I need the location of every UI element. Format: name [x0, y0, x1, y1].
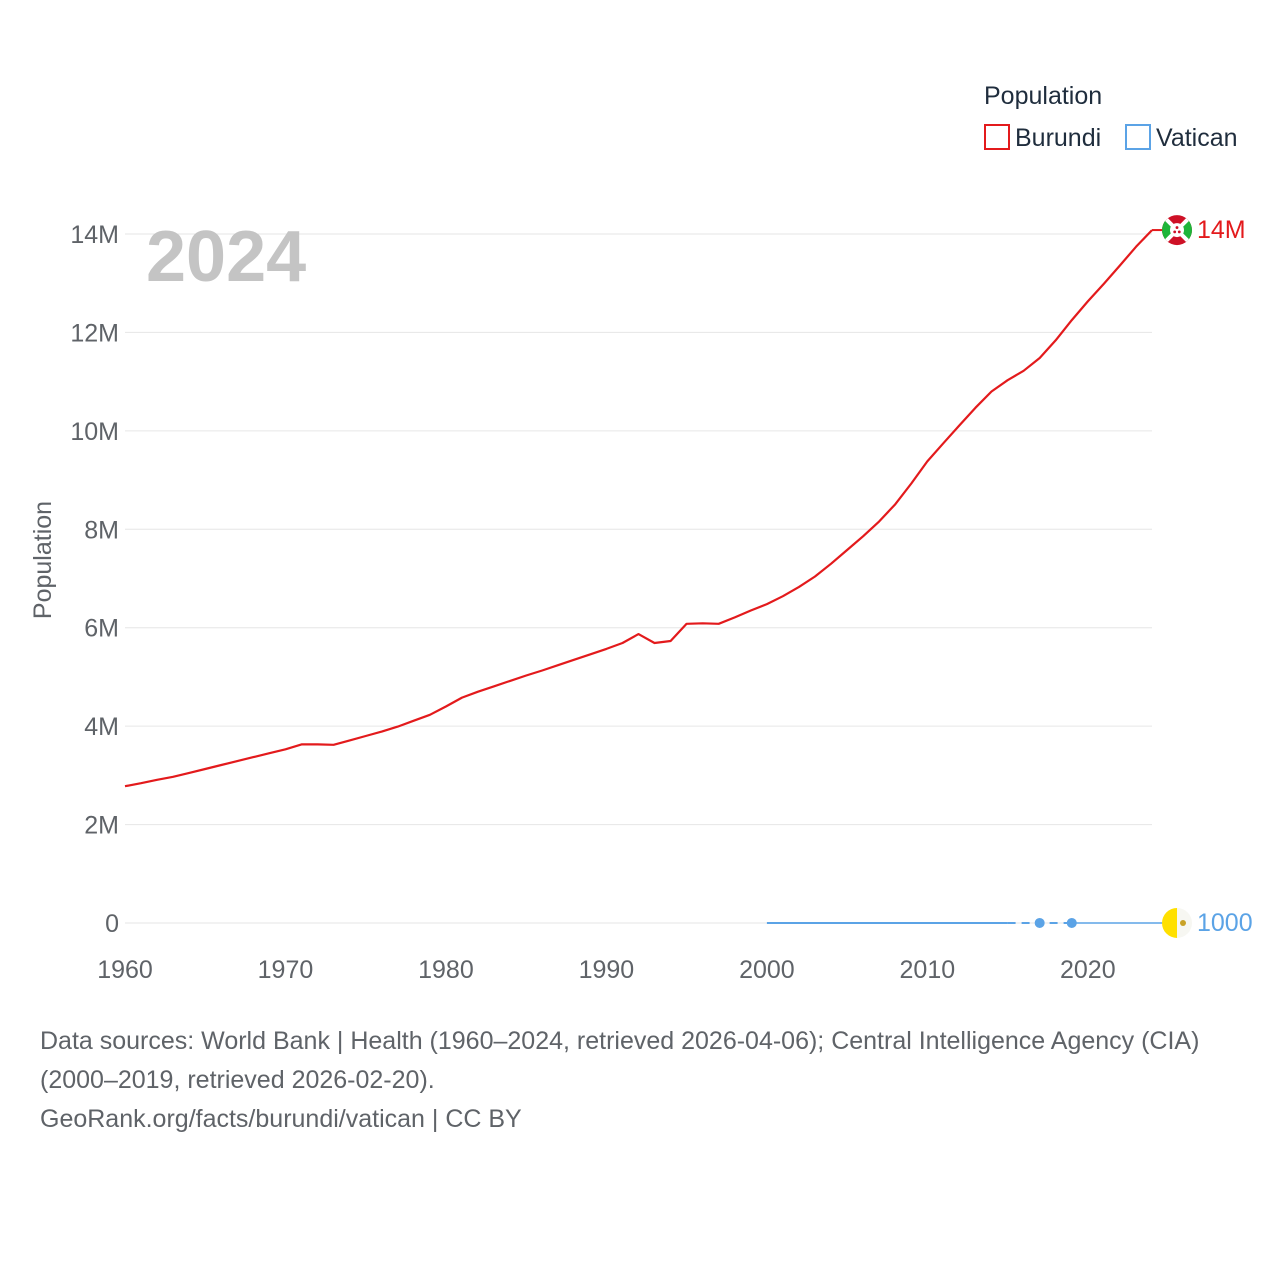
y-tick-label: 0 [105, 910, 119, 938]
x-tick-label: 1970 [258, 956, 314, 984]
y-tick-label: 10M [70, 418, 119, 446]
data-sources-footer: Data sources: World Bank | Health (1960–… [40, 1022, 1250, 1139]
footer-attribution-link[interactable]: GeoRank.org/facts/burundi/vatican | CC B… [40, 1105, 522, 1133]
x-tick-label: 1980 [418, 956, 474, 984]
legend-label-burundi[interactable]: Burundi [1015, 124, 1101, 152]
legend-title: Population [984, 82, 1102, 110]
vatican-flag-icon [1162, 907, 1192, 938]
legend-swatch-vatican[interactable] [1125, 124, 1151, 150]
burundi-flag-icon [1162, 215, 1192, 246]
grid-lines [125, 233, 1152, 924]
footer-sources-line-1: Data sources: World Bank | Health (1960–… [40, 1027, 1200, 1055]
y-tick-label: 2M [84, 812, 119, 840]
x-tick-label: 1960 [97, 956, 153, 984]
y-tick-label: 14M [70, 221, 119, 249]
x-tick-label: 2000 [739, 956, 795, 984]
y-axis-title: Population [29, 501, 57, 619]
legend[interactable]: Population Burundi Vatican [984, 82, 1238, 152]
x-axis-ticks: 1960 1970 1980 1990 2000 2010 2020 [97, 956, 1115, 984]
y-tick-label: 6M [84, 615, 119, 643]
vatican-data-point[interactable] [1034, 917, 1045, 928]
y-axis-ticks: 0 2M 4M 6M 8M 10M 12M 14M [70, 221, 119, 938]
legend-label-vatican[interactable]: Vatican [1156, 124, 1238, 152]
end-labels: 14M 1000 [1162, 215, 1253, 938]
y-tick-label: 8M [84, 516, 119, 544]
y-tick-label: 4M [84, 713, 119, 741]
legend-swatch-burundi[interactable] [984, 124, 1010, 150]
series-layer [124, 229, 1164, 928]
x-tick-label: 1990 [579, 956, 635, 984]
x-tick-label: 2020 [1060, 956, 1116, 984]
y-tick-label: 12M [70, 319, 119, 347]
year-label: 2024 [146, 217, 306, 297]
end-label-vatican: 1000 [1197, 909, 1253, 937]
footer-sources-line-2: (2000–2019, retrieved 2026-02-20). [40, 1066, 435, 1094]
x-tick-label: 2010 [900, 956, 956, 984]
vatican-data-point[interactable] [1066, 917, 1077, 928]
series-line-burundi[interactable] [124, 229, 1153, 788]
end-label-burundi: 14M [1197, 216, 1246, 244]
